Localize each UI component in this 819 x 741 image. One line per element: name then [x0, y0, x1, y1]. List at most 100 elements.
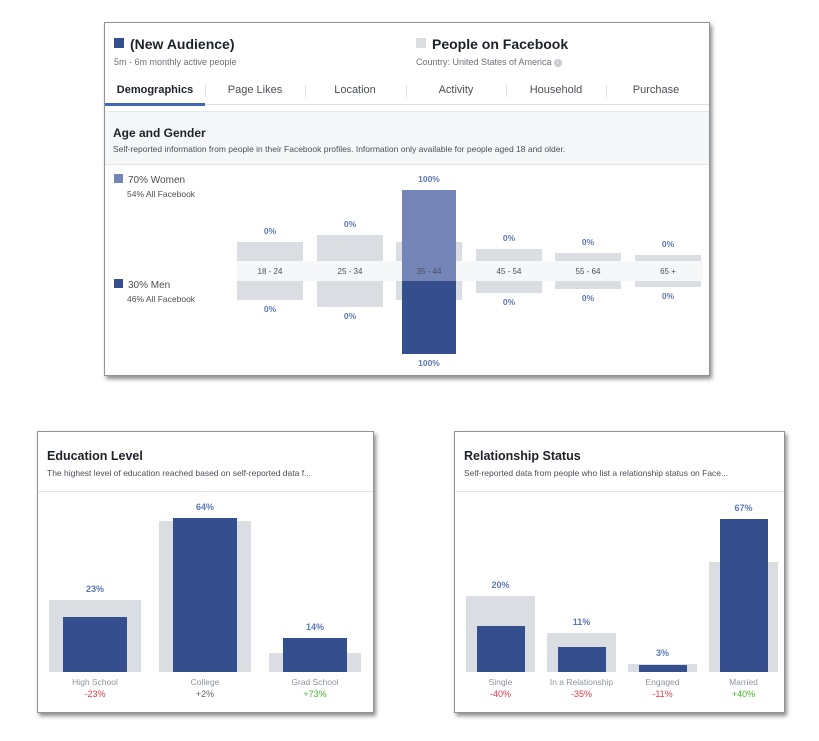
section-title: Age and Gender [113, 126, 206, 140]
education-header: Education Level The highest level of edu… [38, 432, 373, 492]
age-group-label: 35 - 44 [416, 267, 442, 276]
value-bar [639, 665, 687, 672]
relationship-header: Relationship Status Self-reported data f… [455, 432, 784, 492]
education-title: Education Level [47, 449, 143, 463]
age-gender-header: Age and Gender Self-reported information… [105, 111, 709, 165]
tab-activity[interactable]: Activity [438, 84, 474, 96]
age-group-label: 18 - 24 [257, 267, 283, 276]
women-baseline-bar [635, 255, 701, 261]
women-bar [402, 190, 456, 281]
change-label: +2% [195, 689, 215, 699]
tab-demographics[interactable]: Demographics [105, 79, 205, 106]
men-baseline-bar [476, 281, 542, 293]
men-swatch [114, 279, 123, 288]
change-label: -40% [489, 689, 511, 699]
men-pct-label: 0% [343, 311, 357, 321]
age-group-label: 65 + [660, 267, 676, 276]
value-label: 3% [655, 648, 669, 658]
audience-size: 5m - 6m monthly active people [114, 57, 237, 67]
education-panel: Education Level The highest level of edu… [37, 431, 374, 713]
women-baseline: 54% All Facebook [127, 189, 196, 199]
tab-divider [305, 85, 306, 97]
compare-audience: People on Facebook Country: United State… [416, 36, 568, 67]
men-pct-label: 0% [263, 304, 277, 314]
value-bar [63, 617, 127, 672]
tab-divider [606, 85, 607, 97]
selected-audience: (New Audience) 5m - 6m monthly active pe… [114, 36, 237, 67]
info-icon[interactable]: i [553, 59, 562, 67]
value-label: 20% [491, 580, 510, 590]
age-axis-strip [237, 261, 703, 281]
women-label: 70% Women [128, 175, 186, 186]
men-pct-label: 0% [502, 297, 516, 307]
section-description: Self-reported information from people in… [113, 144, 566, 154]
change-label: +73% [303, 689, 327, 699]
men-bar [402, 281, 456, 354]
women-baseline-bar [476, 249, 542, 261]
women-baseline-bar [237, 242, 303, 261]
value-bar [283, 638, 347, 672]
compare-swatch [416, 38, 426, 48]
women-swatch [114, 174, 123, 183]
tab-page-likes[interactable]: Page Likes [227, 84, 283, 96]
age-group-label: 45 - 54 [496, 267, 522, 276]
men-legend: 30% Men 46% All Facebook [114, 279, 195, 304]
relationship-description: Self-reported data from people who list … [464, 468, 729, 478]
men-pct-label: 100% [418, 358, 440, 368]
education-description: The highest level of education reached b… [47, 468, 312, 478]
category-label: In a Relationship [549, 677, 614, 687]
women-baseline-bar [555, 253, 621, 261]
women-pct-label: 0% [263, 226, 277, 236]
audience-name: (New Audience) [130, 36, 235, 52]
men-baseline-bar [555, 281, 621, 289]
value-label: 11% [572, 617, 591, 627]
women-pct-label: 0% [581, 237, 595, 247]
value-bar [173, 518, 237, 672]
women-pct-label: 100% [418, 174, 440, 184]
demographics-panel: (New Audience) 5m - 6m monthly active pe… [104, 22, 710, 376]
relationship-title: Relationship Status [464, 449, 581, 463]
value-label: 67% [734, 503, 753, 513]
category-label: College [190, 677, 220, 687]
tab-household[interactable]: Household [529, 84, 583, 96]
category-label: High School [72, 677, 118, 687]
tab-divider [205, 85, 206, 97]
category-label: Engaged [645, 677, 680, 687]
change-label: +40% [731, 689, 756, 699]
women-pct-label: 0% [661, 239, 675, 249]
audience-swatch [114, 38, 124, 48]
value-bar [558, 647, 606, 672]
change-label: -11% [652, 689, 673, 699]
men-label: 30% Men [128, 280, 171, 291]
tab-purchase[interactable]: Purchase [632, 84, 680, 96]
tab-divider [506, 85, 507, 97]
women-pct-label: 0% [502, 233, 516, 243]
value-label: 23% [85, 584, 104, 594]
change-label: -23% [84, 689, 106, 699]
men-pct-label: 0% [581, 293, 595, 303]
men-baseline-bar [317, 281, 383, 307]
women-baseline-bar [317, 235, 383, 261]
value-label: 64% [195, 502, 214, 512]
relationship-panel: Relationship Status Self-reported data f… [454, 431, 785, 713]
men-pct-label: 0% [661, 291, 675, 301]
category-label: Single [488, 677, 513, 687]
men-baseline: 46% All Facebook [127, 294, 196, 304]
compare-name: People on Facebook [432, 36, 569, 52]
men-baseline-bar [237, 281, 303, 300]
value-bar [720, 519, 768, 672]
value-label: 14% [305, 622, 324, 632]
tab-divider [406, 85, 407, 97]
tab-location[interactable]: Location [334, 84, 376, 96]
value-bar [477, 626, 525, 672]
compare-country: Country: United States of America [416, 57, 552, 67]
category-label: Married [729, 677, 758, 687]
age-group-label: 55 - 64 [575, 267, 601, 276]
age-group-label: 25 - 34 [337, 267, 363, 276]
women-legend: 70% Women 54% All Facebook [114, 174, 195, 199]
men-baseline-bar [635, 281, 701, 287]
category-tabs: Demographics Page Likes Location Activit… [105, 79, 709, 106]
category-label: Grad School [291, 677, 339, 687]
change-label: -35% [570, 689, 592, 699]
women-pct-label: 0% [343, 219, 357, 229]
